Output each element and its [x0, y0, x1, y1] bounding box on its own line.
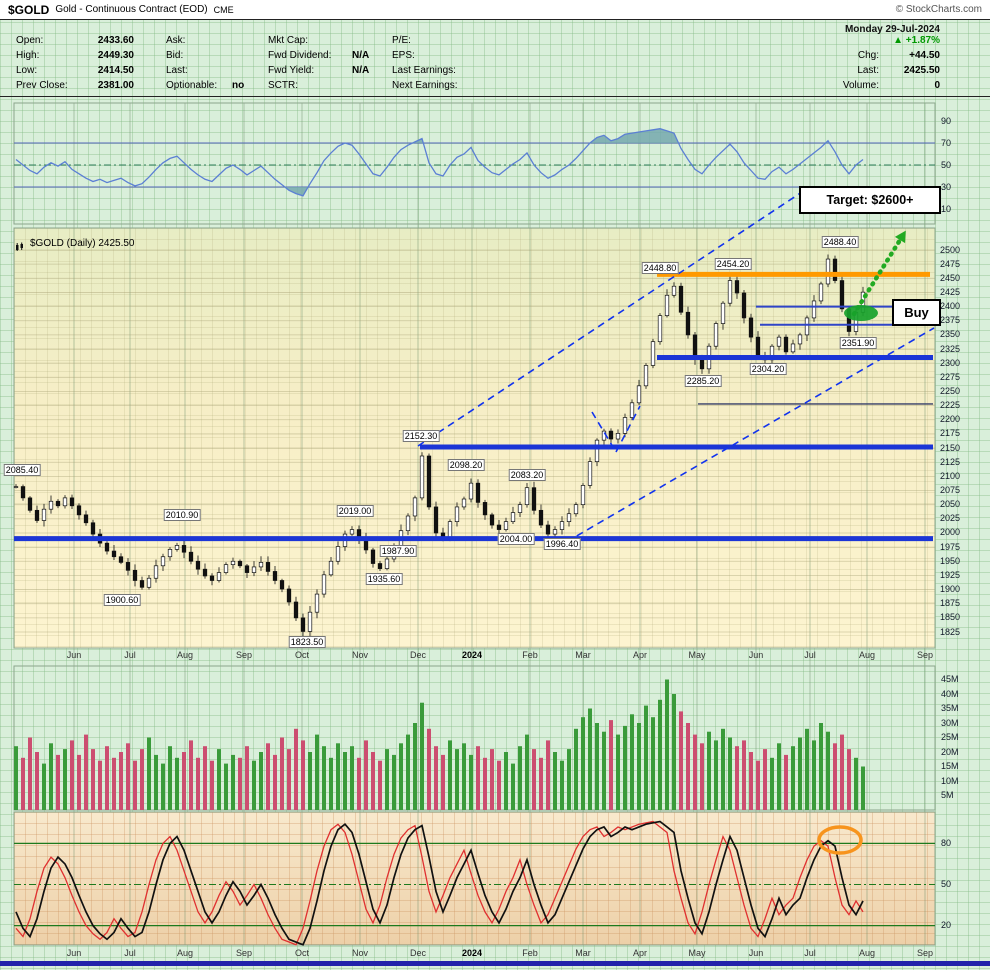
- quote-change-row: Volume: 0: [843, 78, 940, 93]
- quote-label: Bid:: [166, 50, 184, 61]
- quote-row: Bid:: [166, 48, 244, 63]
- gridlines: [13, 102, 936, 946]
- quote-column: Open: 2433.60 High: 2449.30 Low: 2414.50 Prev …: [16, 33, 134, 93]
- quote-value: N/A: [352, 50, 370, 61]
- quote-date: Monday 29-Jul-2024: [844, 24, 940, 35]
- quote-value: no: [232, 80, 245, 91]
- quote-label: Fwd Yield:: [268, 65, 315, 76]
- quote-row: Mkt Cap:: [268, 33, 369, 48]
- quote-label: Mkt Cap:: [268, 35, 309, 46]
- quote-panel: Monday 29-Jul-2024 Open: 2433.60 High: 2449…: [0, 20, 990, 97]
- volume-series: [14, 679, 865, 810]
- quote-value: 2381.00: [97, 80, 134, 91]
- quote-value: 2433.60: [97, 35, 134, 46]
- quote-label: Last Earnings:: [392, 65, 456, 76]
- quote-row: Open: 2433.60: [16, 33, 134, 48]
- quote-label: Low:: [16, 65, 38, 76]
- quote-value: 0: [934, 80, 940, 91]
- bottom-border-bar: [0, 961, 990, 966]
- quote-change-row: ▲ +1.87%: [879, 33, 940, 48]
- quote-label: Fwd Dividend:: [268, 50, 332, 61]
- stochastic-panel: [14, 820, 935, 946]
- quote-label: Next Earnings:: [392, 80, 458, 91]
- main-panel-background: [14, 228, 935, 648]
- quote-label: SCTR:: [268, 80, 298, 91]
- quote-value: 2414.50: [97, 65, 134, 76]
- quote-row: High: 2449.30: [16, 48, 134, 63]
- quote-row: Prev Close: 2381.00: [16, 78, 134, 93]
- copyright: © StockCharts.com: [895, 4, 982, 15]
- quote-label: Ask:: [166, 35, 186, 46]
- quote-column: P/E: EPS: Last Earnings: Next Earnings:: [392, 33, 486, 93]
- quote-label: Chg:: [857, 50, 879, 61]
- stochastic-panel-background: [14, 812, 935, 945]
- quote-label: Volume:: [842, 80, 879, 91]
- percent-change-value: ▲ +1.87%: [893, 35, 940, 46]
- quote-value: +44.50: [909, 50, 940, 61]
- quote-value: 2449.30: [97, 50, 134, 61]
- quote-label: Last:: [857, 65, 879, 76]
- quote-value: 2425.50: [903, 65, 940, 76]
- exchange: CME: [213, 4, 234, 15]
- quote-row: Last:: [166, 63, 244, 78]
- quote-change-row: Last: 2425.50: [857, 63, 940, 78]
- rsi-panel: [14, 128, 935, 197]
- annotations: [14, 191, 935, 549]
- quote-row: EPS:: [392, 48, 486, 63]
- quote-label: High:: [16, 50, 40, 61]
- chart-type-icon: [15, 239, 25, 257]
- candlestick-series: [13, 254, 866, 638]
- quote-column: Ask: Bid: Last: Optionable: no: [166, 33, 244, 93]
- quote-column: Mkt Cap: Fwd Dividend: N/A Fwd Yield: N/A SCT…: [268, 33, 369, 93]
- quote-row: Next Earnings:: [392, 78, 486, 93]
- buy-annotation-box: Buy: [892, 299, 941, 326]
- quote-row: Fwd Yield: N/A: [268, 63, 369, 78]
- quote-row: P/E:: [392, 33, 486, 48]
- quote-label: EPS:: [392, 50, 415, 61]
- quote-label: Open:: [16, 35, 44, 46]
- main-chart-label: $GOLD (Daily) 2425.50: [30, 238, 135, 249]
- quote-label: Optionable:: [166, 80, 218, 91]
- symbol: $GOLD: [8, 2, 50, 17]
- quote-label: P/E:: [392, 35, 411, 46]
- quote-label: Last:: [166, 65, 188, 76]
- quote-row: Low: 2414.50: [16, 63, 134, 78]
- quote-row: Fwd Dividend: N/A: [268, 48, 369, 63]
- quote-change-row: Chg: +44.50: [858, 48, 940, 63]
- quote-row: SCTR:: [268, 78, 369, 93]
- quote-row: Last Earnings:: [392, 63, 486, 78]
- chart-header: $GOLD Gold - Continuous Contract (EOD) C…: [0, 0, 990, 20]
- target-annotation-box: Target: $2600+: [799, 186, 941, 214]
- symbol-name: Gold - Continuous Contract (EOD): [55, 4, 208, 15]
- quote-row: Ask:: [166, 33, 244, 48]
- quote-row: Optionable: no: [166, 78, 244, 93]
- quote-value: N/A: [352, 65, 370, 76]
- quote-label: Prev Close:: [16, 80, 68, 91]
